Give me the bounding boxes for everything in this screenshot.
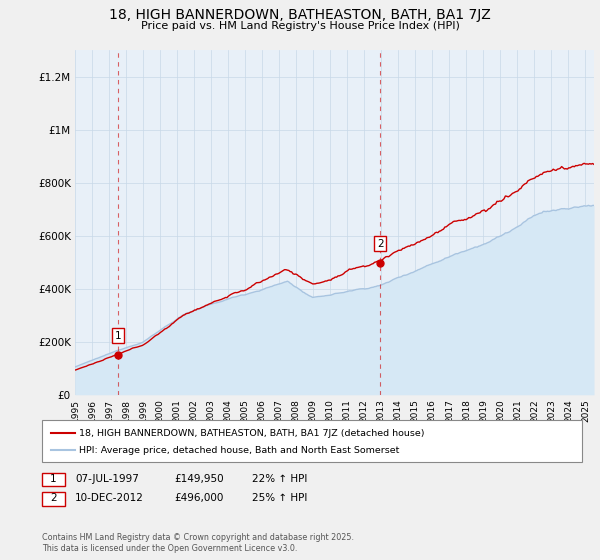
- Text: 2: 2: [50, 493, 57, 503]
- Text: £149,950: £149,950: [174, 474, 224, 484]
- Text: 2: 2: [377, 239, 383, 249]
- Text: 25% ↑ HPI: 25% ↑ HPI: [252, 493, 307, 503]
- Text: 10-DEC-2012: 10-DEC-2012: [75, 493, 144, 503]
- Text: 07-JUL-1997: 07-JUL-1997: [75, 474, 139, 484]
- Text: 18, HIGH BANNERDOWN, BATHEASTON, BATH, BA1 7JZ: 18, HIGH BANNERDOWN, BATHEASTON, BATH, B…: [109, 8, 491, 22]
- Text: 22% ↑ HPI: 22% ↑ HPI: [252, 474, 307, 484]
- Text: 18, HIGH BANNERDOWN, BATHEASTON, BATH, BA1 7JZ (detached house): 18, HIGH BANNERDOWN, BATHEASTON, BATH, B…: [79, 429, 425, 438]
- Text: £496,000: £496,000: [174, 493, 223, 503]
- Text: Contains HM Land Registry data © Crown copyright and database right 2025.
This d: Contains HM Land Registry data © Crown c…: [42, 533, 354, 553]
- Text: HPI: Average price, detached house, Bath and North East Somerset: HPI: Average price, detached house, Bath…: [79, 446, 400, 455]
- Text: 1: 1: [50, 474, 57, 484]
- Text: 1: 1: [115, 330, 122, 340]
- Text: Price paid vs. HM Land Registry's House Price Index (HPI): Price paid vs. HM Land Registry's House …: [140, 21, 460, 31]
